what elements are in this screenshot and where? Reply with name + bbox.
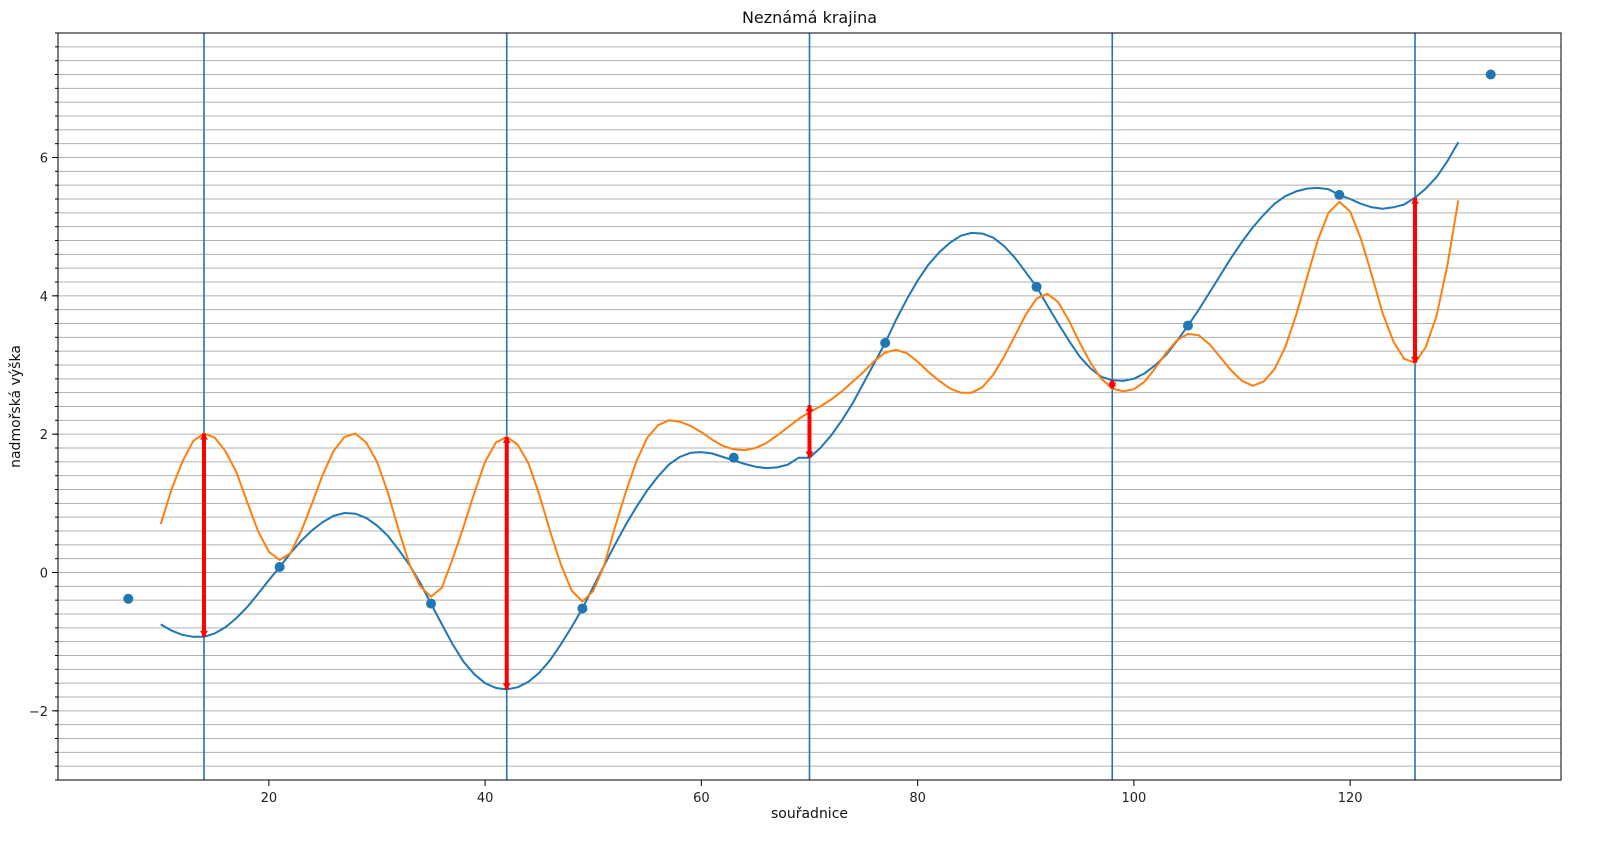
data-point	[577, 603, 588, 614]
difference-arrowhead	[502, 683, 511, 690]
y-tick-label: 6	[40, 152, 48, 167]
difference-arrowhead	[199, 630, 208, 637]
x-tick-label: 120	[1338, 791, 1363, 806]
data-point	[123, 593, 134, 604]
x-axis-title: souřadnice	[771, 806, 848, 822]
difference-arrowhead	[1108, 382, 1117, 389]
x-tick-label: 80	[909, 791, 926, 806]
difference-arrowhead	[805, 451, 814, 458]
y-tick-label: 2	[40, 428, 48, 443]
data-point	[880, 337, 891, 348]
y-axis-title: nadmořská výška	[8, 345, 24, 468]
x-tick-label: 60	[693, 791, 710, 806]
data-point	[274, 561, 285, 572]
difference-arrowhead	[502, 436, 511, 443]
difference-arrowhead	[1411, 197, 1420, 204]
y-tick-label: 0	[40, 567, 48, 582]
data-points	[123, 69, 1496, 614]
data-point	[1485, 69, 1496, 80]
data-point	[1031, 281, 1042, 292]
y-tick-label: 4	[40, 290, 48, 305]
x-tick-label: 40	[477, 791, 494, 806]
data-point	[1182, 320, 1193, 331]
chart-title: Neznámá krajina	[742, 8, 877, 27]
data-point	[1334, 189, 1345, 200]
data-point	[728, 452, 739, 463]
smooth-curve	[160, 141, 1460, 691]
x-tick-label: 20	[261, 791, 278, 806]
difference-arrowhead	[1411, 356, 1420, 363]
x-tick-label: 100	[1121, 791, 1146, 806]
y-tick-label: −2	[29, 705, 48, 720]
difference-arrowhead	[805, 405, 814, 412]
axis-ticks: 20 40 60 80 100 120 −2 0 2 4 6	[29, 32, 1363, 806]
difference-arrowhead	[199, 433, 208, 440]
data-point	[426, 598, 437, 609]
difference-segments	[199, 197, 1420, 690]
